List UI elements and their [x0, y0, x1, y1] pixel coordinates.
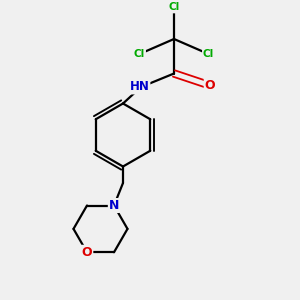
Text: HN: HN: [130, 80, 149, 94]
Text: Cl: Cl: [203, 49, 214, 59]
Text: O: O: [205, 79, 215, 92]
Text: Cl: Cl: [134, 49, 145, 59]
Text: Cl: Cl: [168, 2, 180, 13]
Text: O: O: [82, 246, 92, 259]
Text: N: N: [109, 199, 119, 212]
